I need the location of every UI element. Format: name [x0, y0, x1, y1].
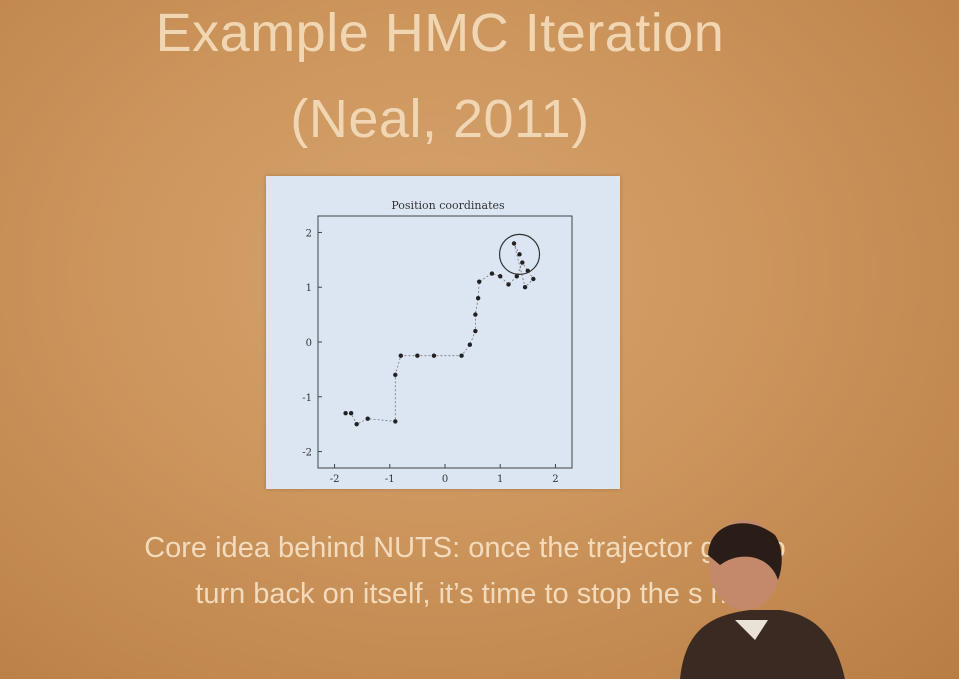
data-point — [393, 372, 398, 378]
x-tick-label: 2 — [552, 474, 558, 485]
x-tick-label: -1 — [385, 474, 395, 485]
presenter-silhouette — [680, 520, 845, 679]
data-point — [354, 421, 359, 427]
data-point — [415, 353, 420, 358]
data-point — [511, 241, 517, 246]
y-tick-label: 1 — [306, 283, 312, 294]
data-point — [393, 419, 398, 424]
data-point — [343, 411, 348, 416]
data-point — [520, 260, 525, 265]
data-point — [348, 411, 354, 416]
data-point — [398, 353, 404, 358]
data-point — [506, 282, 511, 287]
data-point — [514, 274, 519, 279]
caption-line-1: Core idea behind NUTS: once the trajecto… — [144, 532, 786, 564]
y-tick-label: 2 — [306, 228, 312, 239]
trajectory-line — [345, 243, 534, 425]
data-point — [475, 295, 481, 301]
data-point — [498, 274, 503, 279]
data-point — [522, 285, 528, 290]
data-point — [467, 342, 473, 347]
data-point — [365, 416, 370, 421]
plot-figure: Position coordinates -2 -1 0 1 2 2 1 0 -1 -2 — [266, 176, 620, 489]
chart-title: Position coordinates — [391, 199, 505, 212]
slide-title: Example HMC Iteration — [155, 3, 725, 63]
scatter-plot: Position coordinates -2 -1 0 1 2 2 1 0 -1 -2 — [302, 199, 573, 485]
data-point — [489, 271, 495, 276]
caption-line-2: turn back on itself, it’s time to stop t… — [195, 578, 735, 610]
data-point — [459, 353, 464, 358]
y-tick-label: -1 — [302, 393, 312, 404]
data-point — [473, 328, 478, 334]
data-point — [531, 276, 536, 282]
slide-subtitle-citation: (Neal, 2011) — [290, 89, 590, 149]
x-tick-label: 1 — [497, 474, 503, 485]
data-point — [473, 312, 478, 317]
x-tick-label: 0 — [442, 474, 448, 485]
data-point — [431, 353, 437, 358]
y-tick-label: 0 — [306, 338, 312, 349]
y-tick-label: -2 — [302, 448, 312, 459]
annotation-circle — [498, 233, 541, 275]
plot-area — [317, 215, 573, 469]
data-point — [517, 252, 522, 257]
x-tick-label: -2 — [330, 474, 340, 485]
data-point — [477, 279, 482, 284]
